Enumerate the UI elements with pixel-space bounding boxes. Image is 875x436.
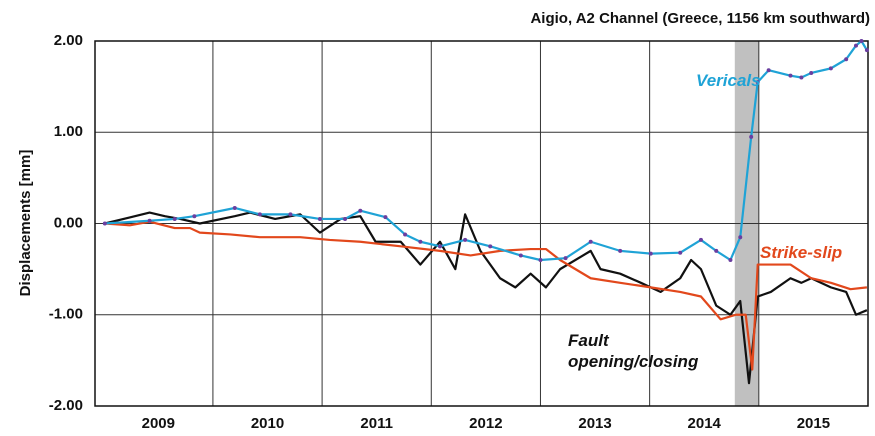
- x-tick-label: 2009: [142, 415, 175, 432]
- series-line: [104, 220, 868, 371]
- series-marker: [755, 80, 760, 85]
- plot-frame: [94, 40, 869, 407]
- x-tick-label: 2012: [469, 415, 502, 432]
- y-tick-label: 1.00: [54, 123, 83, 140]
- series-marker: [766, 68, 771, 73]
- series-marker: [538, 258, 543, 262]
- series-marker: [799, 75, 804, 80]
- series-marker: [192, 214, 197, 219]
- series-marker: [383, 215, 388, 220]
- series-marker: [618, 248, 623, 253]
- series-marker: [738, 235, 743, 240]
- series-marker: [728, 258, 733, 262]
- series-marker: [488, 244, 493, 249]
- chart-title: Aigio, A2 Channel (Greece, 1156 km south…: [530, 10, 870, 27]
- series-marker: [343, 216, 348, 221]
- series-marker: [864, 48, 869, 53]
- series-marker: [853, 43, 858, 48]
- series-marker: [102, 221, 107, 226]
- y-tick-label: -2.00: [49, 397, 83, 414]
- series-marker: [518, 253, 523, 258]
- series-marker: [828, 66, 833, 71]
- series-marker: [588, 239, 593, 244]
- series-marker: [749, 134, 754, 139]
- series-marker: [403, 232, 408, 237]
- series-marker: [147, 218, 152, 223]
- series-marker: [563, 256, 568, 261]
- y-tick-label: 2.00: [54, 32, 83, 49]
- series-marker: [232, 205, 237, 210]
- series-label: Strike-slip: [760, 243, 843, 262]
- x-tick-label: 2010: [251, 415, 284, 432]
- series-marker: [257, 212, 262, 217]
- series-line: [104, 211, 868, 385]
- series-marker: [859, 39, 864, 43]
- series-marker: [418, 239, 423, 244]
- x-tick-label: 2014: [688, 415, 722, 432]
- series-marker: [463, 237, 468, 242]
- series-marker: [844, 57, 849, 62]
- series-marker: [698, 237, 703, 242]
- series-marker: [438, 244, 443, 249]
- series-label: Fault opening/closing: [568, 331, 699, 371]
- series-marker: [172, 216, 177, 221]
- series-marker: [714, 248, 719, 253]
- series-marker: [358, 208, 363, 213]
- y-axis-label: Displacements [mm]: [17, 150, 34, 297]
- y-tick-label: 0.00: [54, 214, 83, 231]
- x-tick-label: 2011: [360, 415, 393, 432]
- series-marker: [788, 73, 793, 78]
- series-marker: [809, 70, 814, 75]
- series-label: Vericals: [696, 71, 761, 90]
- series-marker: [317, 216, 322, 221]
- series-marker: [648, 251, 653, 256]
- y-tick-label: -1.00: [49, 306, 83, 323]
- x-tick-label: 2013: [578, 415, 611, 432]
- series-marker: [288, 212, 293, 217]
- x-tick-label: 2015: [797, 415, 830, 432]
- series-marker: [678, 250, 683, 255]
